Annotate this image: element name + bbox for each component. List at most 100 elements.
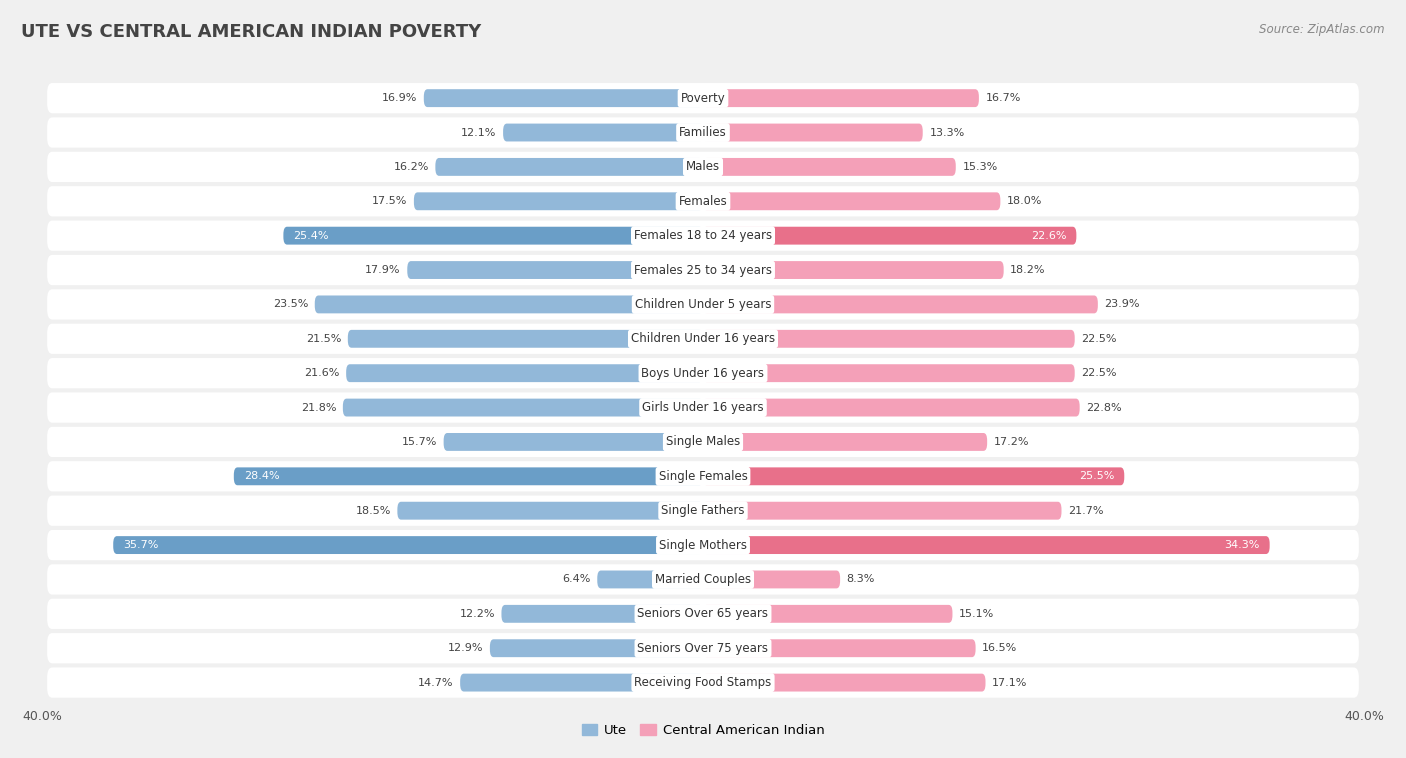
Text: Single Mothers: Single Mothers [659, 539, 747, 552]
FancyBboxPatch shape [48, 599, 1358, 629]
Text: 25.4%: 25.4% [294, 230, 329, 240]
Text: 21.6%: 21.6% [304, 368, 339, 378]
Text: 15.7%: 15.7% [402, 437, 437, 447]
FancyBboxPatch shape [703, 89, 979, 107]
FancyBboxPatch shape [703, 605, 952, 623]
FancyBboxPatch shape [703, 193, 1001, 210]
Text: 15.1%: 15.1% [959, 609, 994, 619]
Text: 16.7%: 16.7% [986, 93, 1021, 103]
FancyBboxPatch shape [489, 639, 703, 657]
Text: 17.5%: 17.5% [373, 196, 408, 206]
FancyBboxPatch shape [703, 639, 976, 657]
Text: Children Under 5 years: Children Under 5 years [634, 298, 772, 311]
Text: Single Males: Single Males [666, 435, 740, 449]
Text: UTE VS CENTRAL AMERICAN INDIAN POVERTY: UTE VS CENTRAL AMERICAN INDIAN POVERTY [21, 23, 481, 41]
FancyBboxPatch shape [703, 468, 1125, 485]
Text: 25.5%: 25.5% [1078, 471, 1115, 481]
FancyBboxPatch shape [460, 674, 703, 691]
FancyBboxPatch shape [233, 468, 703, 485]
Text: 17.2%: 17.2% [994, 437, 1029, 447]
Text: Females: Females [679, 195, 727, 208]
FancyBboxPatch shape [48, 530, 1358, 560]
FancyBboxPatch shape [703, 502, 1062, 520]
Text: Single Females: Single Females [658, 470, 748, 483]
Text: 16.5%: 16.5% [983, 644, 1018, 653]
Text: 21.8%: 21.8% [301, 402, 336, 412]
FancyBboxPatch shape [703, 399, 1080, 416]
FancyBboxPatch shape [48, 186, 1358, 217]
FancyBboxPatch shape [114, 536, 703, 554]
Text: Girls Under 16 years: Girls Under 16 years [643, 401, 763, 414]
FancyBboxPatch shape [703, 296, 1098, 313]
Text: Children Under 16 years: Children Under 16 years [631, 332, 775, 346]
Text: Males: Males [686, 161, 720, 174]
Text: 35.7%: 35.7% [124, 540, 159, 550]
FancyBboxPatch shape [48, 496, 1358, 526]
Text: 18.0%: 18.0% [1007, 196, 1042, 206]
FancyBboxPatch shape [48, 461, 1358, 491]
Text: 14.7%: 14.7% [418, 678, 454, 688]
FancyBboxPatch shape [48, 633, 1358, 663]
FancyBboxPatch shape [48, 668, 1358, 697]
FancyBboxPatch shape [703, 674, 986, 691]
Text: Families: Families [679, 126, 727, 139]
Text: 22.5%: 22.5% [1081, 334, 1116, 344]
FancyBboxPatch shape [703, 571, 841, 588]
Text: Receiving Food Stamps: Receiving Food Stamps [634, 676, 772, 689]
Text: 15.3%: 15.3% [962, 162, 998, 172]
FancyBboxPatch shape [703, 536, 1270, 554]
Text: 23.9%: 23.9% [1105, 299, 1140, 309]
FancyBboxPatch shape [315, 296, 703, 313]
FancyBboxPatch shape [48, 393, 1358, 423]
FancyBboxPatch shape [413, 193, 703, 210]
Text: 12.1%: 12.1% [461, 127, 496, 137]
FancyBboxPatch shape [48, 427, 1358, 457]
FancyBboxPatch shape [48, 83, 1358, 113]
FancyBboxPatch shape [703, 365, 1074, 382]
FancyBboxPatch shape [48, 117, 1358, 148]
FancyBboxPatch shape [343, 399, 703, 416]
Text: 18.2%: 18.2% [1011, 265, 1046, 275]
Legend: Ute, Central American Indian: Ute, Central American Indian [576, 719, 830, 742]
FancyBboxPatch shape [703, 124, 922, 142]
FancyBboxPatch shape [436, 158, 703, 176]
FancyBboxPatch shape [598, 571, 703, 588]
FancyBboxPatch shape [703, 433, 987, 451]
Text: Married Couples: Married Couples [655, 573, 751, 586]
Text: Females 25 to 34 years: Females 25 to 34 years [634, 264, 772, 277]
Text: 22.5%: 22.5% [1081, 368, 1116, 378]
Text: 12.2%: 12.2% [460, 609, 495, 619]
FancyBboxPatch shape [408, 261, 703, 279]
Text: 8.3%: 8.3% [846, 575, 875, 584]
Text: 23.5%: 23.5% [273, 299, 308, 309]
FancyBboxPatch shape [703, 330, 1074, 348]
Text: Single Fathers: Single Fathers [661, 504, 745, 517]
FancyBboxPatch shape [48, 221, 1358, 251]
Text: 17.9%: 17.9% [366, 265, 401, 275]
FancyBboxPatch shape [444, 433, 703, 451]
FancyBboxPatch shape [284, 227, 703, 245]
Text: Poverty: Poverty [681, 92, 725, 105]
Text: 16.9%: 16.9% [382, 93, 418, 103]
FancyBboxPatch shape [398, 502, 703, 520]
Text: Females 18 to 24 years: Females 18 to 24 years [634, 229, 772, 242]
FancyBboxPatch shape [347, 330, 703, 348]
FancyBboxPatch shape [48, 255, 1358, 285]
FancyBboxPatch shape [48, 564, 1358, 594]
FancyBboxPatch shape [48, 358, 1358, 388]
FancyBboxPatch shape [423, 89, 703, 107]
Text: 21.7%: 21.7% [1069, 506, 1104, 515]
Text: 13.3%: 13.3% [929, 127, 965, 137]
Text: 18.5%: 18.5% [356, 506, 391, 515]
Text: Source: ZipAtlas.com: Source: ZipAtlas.com [1260, 23, 1385, 36]
Text: Seniors Over 65 years: Seniors Over 65 years [637, 607, 769, 620]
Text: 21.5%: 21.5% [307, 334, 342, 344]
Text: 6.4%: 6.4% [562, 575, 591, 584]
Text: 34.3%: 34.3% [1225, 540, 1260, 550]
Text: Seniors Over 75 years: Seniors Over 75 years [637, 642, 769, 655]
Text: 22.6%: 22.6% [1031, 230, 1066, 240]
Text: Boys Under 16 years: Boys Under 16 years [641, 367, 765, 380]
FancyBboxPatch shape [703, 261, 1004, 279]
Text: 22.8%: 22.8% [1087, 402, 1122, 412]
Text: 16.2%: 16.2% [394, 162, 429, 172]
